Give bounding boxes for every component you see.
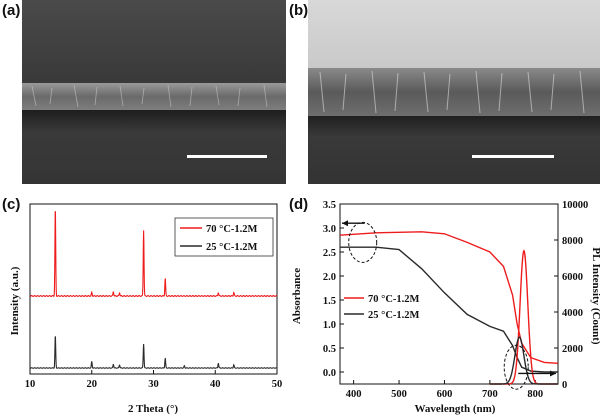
xrd-x-tick-label: 10 — [25, 379, 36, 390]
abs-y-tick-label: 1.0 — [323, 320, 336, 331]
panel-label-d: (d) — [289, 196, 309, 213]
xrd-plot-area: 10 20 30 40 50 — [25, 203, 283, 390]
abs-y-tick-label: 2.5 — [323, 248, 336, 259]
xrd-y-axis-label: Intensity (a.u.) — [9, 266, 21, 335]
legend-box — [174, 217, 274, 257]
xrd-x-tick-label: 40 — [210, 379, 221, 390]
pl-annotation-ellipse — [503, 344, 529, 390]
perovskite-film-layer — [308, 68, 600, 116]
sem-image-b — [308, 0, 600, 184]
abs-frame — [339, 203, 559, 385]
pl-y-tick-label: 10000 — [562, 200, 588, 211]
pl-intensity-axis-label: PL Intensity (Count) — [590, 247, 600, 345]
xrd-x-axis-label: 2 Theta (°) — [128, 403, 178, 415]
pl-line — [489, 249, 558, 385]
legend-label-70c: 70 °C-1.2M — [368, 294, 420, 305]
legend-label-25c: 25 °C-1.2M — [368, 310, 420, 321]
abs-x-tick-label: 400 — [346, 389, 362, 400]
substrate-layer — [22, 110, 286, 184]
scale-bar — [187, 155, 267, 158]
pl-y-tick-label: 6000 — [562, 272, 583, 283]
absorbance-annotation-ellipse — [348, 221, 378, 263]
absorbance-axis-label: Absorbance — [291, 268, 303, 324]
absorbance-arrow-head — [342, 220, 348, 227]
abs-y-tick-label: 3.0 — [323, 224, 336, 235]
abs-x-tick-label: 600 — [437, 389, 453, 400]
substrate-layer — [308, 116, 600, 184]
absorbance-line — [340, 246, 558, 373]
panel-label-c: (c) — [2, 196, 21, 213]
film-grain-texture — [31, 84, 268, 108]
absorbance-pl-legend: 70 °C-1.2M 25 °C-1.2M — [344, 294, 420, 321]
abs-y-tick-label: 0.0 — [323, 368, 336, 379]
xrd-x-tick-label: 50 — [272, 379, 283, 390]
abs-x-tick-label: 800 — [527, 389, 543, 400]
wavelength-axis-label: Wavelength (nm) — [415, 403, 496, 415]
legend-label-70c: 70 °C-1.2M — [206, 224, 258, 235]
perovskite-film-layer — [22, 83, 286, 110]
scale-bar — [472, 155, 554, 158]
abs-y-tick-label: 2.0 — [323, 272, 336, 283]
abs-y-tick-label: 1.5 — [323, 296, 336, 307]
xrd-series-line — [29, 336, 278, 369]
panel-label-a: (a) — [2, 2, 21, 19]
legend-label-25c: 25 °C-1.2M — [206, 242, 258, 253]
xrd-x-tick-label: 30 — [148, 379, 159, 390]
xrd-legend: 70 °C-1.2M 25 °C-1.2M — [174, 217, 274, 257]
pl-y-tick-label: 2000 — [562, 344, 583, 355]
xrd-chart: Intensity (a.u.) 2 Theta (°) 10 20 30 40 50 … — [9, 203, 283, 415]
abs-x-tick-label: 500 — [391, 389, 407, 400]
absorbance-pl-chart: Absorbance PL Intensity (Count) Waveleng… — [291, 200, 600, 415]
pl-y-tick-label: 0 — [562, 380, 567, 391]
abs-y-tick-label: 0.5 — [323, 344, 336, 355]
xrd-x-tick-label: 20 — [87, 379, 98, 390]
panel-label-b: (b) — [289, 2, 309, 19]
pl-line — [489, 336, 558, 385]
absorbance-pl-plot-area: 400 500 600 700 800 0.0 0.5 1.0 1.5 2.0 2.5 3.0 3.5 0… — [323, 200, 588, 400]
film-grain-texture — [319, 70, 585, 114]
xrd-series-line — [29, 210, 278, 298]
sem-image-a — [22, 0, 286, 184]
pl-y-tick-label: 8000 — [562, 236, 583, 247]
abs-y-tick-label: 3.5 — [323, 200, 336, 211]
abs-x-tick-label: 700 — [482, 389, 498, 400]
pl-arrow-head — [550, 370, 556, 377]
pl-y-tick-label: 4000 — [562, 308, 583, 319]
